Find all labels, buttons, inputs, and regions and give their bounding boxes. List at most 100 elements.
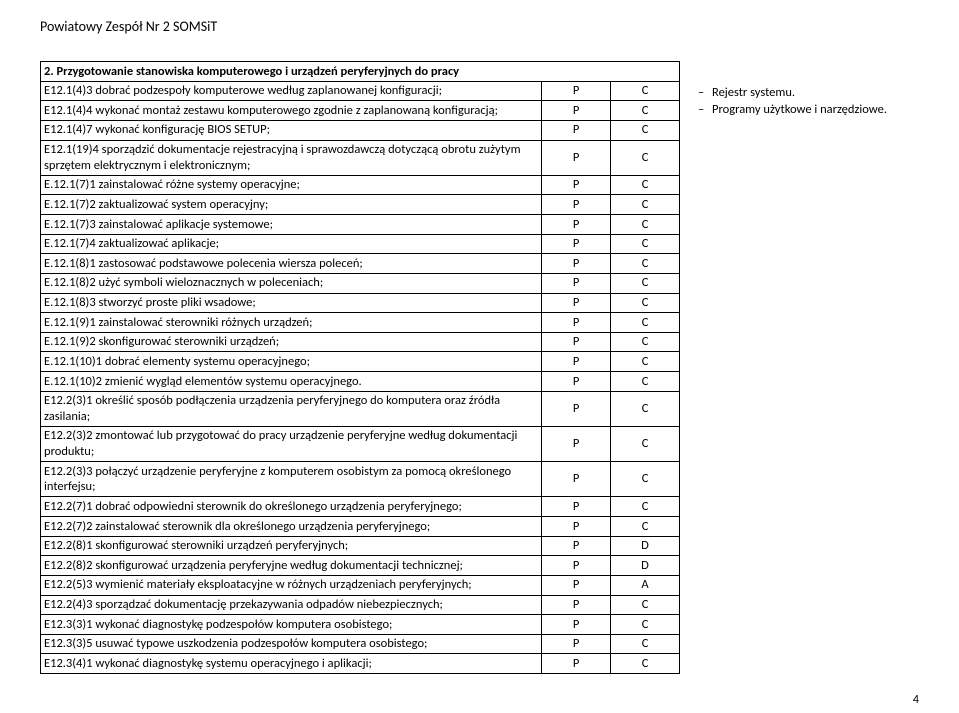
row-desc: E12.2(5)3 wymienić materiały eksploatacy… <box>41 575 542 595</box>
row-col-c: D <box>611 556 680 576</box>
row-desc: E12.2(3)1 określić sposób podłączenia ur… <box>41 391 542 426</box>
row-desc: E12.3(3)1 wykonać diagnostykę podzespołó… <box>41 615 542 635</box>
row-col-p: P <box>542 195 611 215</box>
row-col-p: P <box>542 536 611 556</box>
table-row: E12.2(4)3 sporządzać dokumentację przeka… <box>41 595 680 615</box>
row-col-c: C <box>611 654 680 674</box>
row-desc: E12.3(3)5 usuwać typowe uszkodzenia podz… <box>41 634 542 654</box>
row-col-c: C <box>611 293 680 313</box>
table-row: E.12.1(10)1 dobrać elementy systemu oper… <box>41 352 680 372</box>
row-col-p: P <box>542 215 611 235</box>
row-col-p: P <box>542 175 611 195</box>
row-col-c: C <box>611 352 680 372</box>
row-col-p: P <box>542 293 611 313</box>
row-desc: E12.1(4)4 wykonać montaż zestawu kompute… <box>41 101 542 121</box>
row-desc: E12.1(4)3 dobrać podzespoły komputerowe … <box>41 81 542 101</box>
table-row: E12.2(3)1 określić sposób podłączenia ur… <box>41 391 680 426</box>
row-col-c: C <box>611 426 680 461</box>
row-desc: E.12.1(7)3 zainstalować aplikacje system… <box>41 215 542 235</box>
row-desc: E12.1(19)4 sporządzić dokumentacje rejes… <box>41 140 542 175</box>
row-col-c: C <box>611 81 680 101</box>
dash-icon: – <box>698 85 712 102</box>
row-col-p: P <box>542 313 611 333</box>
row-desc: E.12.1(7)1 zainstalować różne systemy op… <box>41 175 542 195</box>
table-row: E.12.1(8)3 stworzyć proste pliki wsadowe… <box>41 293 680 313</box>
row-col-c: C <box>611 195 680 215</box>
section-title: 2. Przygotowanie stanowiska komputeroweg… <box>41 62 680 82</box>
table-row: E12.2(3)3 połączyć urządzenie peryferyjn… <box>41 462 680 497</box>
side-notes: –Rejestr systemu.–Programy użytkowe i na… <box>680 61 887 119</box>
row-col-p: P <box>542 234 611 254</box>
row-col-p: P <box>542 254 611 274</box>
row-col-p: P <box>542 556 611 576</box>
row-col-c: C <box>611 215 680 235</box>
row-desc: E.12.1(10)2 zmienić wygląd elementów sys… <box>41 372 542 392</box>
table-row: E12.2(3)2 zmontować lub przygotować do p… <box>41 426 680 461</box>
row-desc: E12.2(4)3 sporządzać dokumentację przeka… <box>41 595 542 615</box>
row-col-p: P <box>542 615 611 635</box>
row-desc: E12.2(8)2 skonfigurować urządzenia peryf… <box>41 556 542 576</box>
row-col-c: C <box>611 595 680 615</box>
row-col-c: D <box>611 536 680 556</box>
table-row: E12.3(4)1 wykonać diagnostykę systemu op… <box>41 654 680 674</box>
row-desc: E12.2(3)2 zmontować lub przygotować do p… <box>41 426 542 461</box>
row-col-p: P <box>542 595 611 615</box>
table-row: E.12.1(8)1 zastosować podstawowe polecen… <box>41 254 680 274</box>
row-desc: E.12.1(9)2 skonfigurować sterowniki urzą… <box>41 332 542 352</box>
table-row: E12.1(4)3 dobrać podzespoły komputerowe … <box>41 81 680 101</box>
side-note: –Programy użytkowe i narzędziowe. <box>698 102 887 119</box>
table-row: E12.1(4)4 wykonać montaż zestawu kompute… <box>41 101 680 121</box>
row-col-p: P <box>542 426 611 461</box>
row-col-p: P <box>542 654 611 674</box>
row-desc: E.12.1(10)1 dobrać elementy systemu oper… <box>41 352 542 372</box>
side-note-text: Programy użytkowe i narzędziowe. <box>712 102 887 117</box>
side-note: –Rejestr systemu. <box>698 85 887 102</box>
table-row: E.12.1(7)3 zainstalować aplikacje system… <box>41 215 680 235</box>
table-row: E.12.1(7)4 zaktualizować aplikacje;PC <box>41 234 680 254</box>
row-col-c: C <box>611 332 680 352</box>
row-desc: E.12.1(8)1 zastosować podstawowe polecen… <box>41 254 542 274</box>
row-col-p: P <box>542 372 611 392</box>
table-row: E12.2(7)1 dobrać odpowiedni sterownik do… <box>41 497 680 517</box>
row-col-c: A <box>611 575 680 595</box>
row-desc: E12.2(7)2 zainstalować sterownik dla okr… <box>41 517 542 537</box>
row-desc: E.12.1(8)2 użyć symboli wieloznacznych w… <box>41 273 542 293</box>
table-row: E12.2(8)1 skonfigurować sterowniki urząd… <box>41 536 680 556</box>
row-col-p: P <box>542 101 611 121</box>
main-table: 2. Przygotowanie stanowiska komputeroweg… <box>40 61 680 674</box>
row-desc: E.12.1(8)3 stworzyć proste pliki wsadowe… <box>41 293 542 313</box>
row-col-c: C <box>611 462 680 497</box>
table-row: E12.1(4)7 wykonać konfigurację BIOS SETU… <box>41 120 680 140</box>
row-col-c: C <box>611 175 680 195</box>
row-col-p: P <box>542 497 611 517</box>
table-row: E.12.1(9)1 zainstalować sterowniki różny… <box>41 313 680 333</box>
table-row: E12.3(3)5 usuwać typowe uszkodzenia podz… <box>41 634 680 654</box>
row-col-p: P <box>542 391 611 426</box>
row-col-c: C <box>611 634 680 654</box>
row-col-p: P <box>542 352 611 372</box>
row-col-c: C <box>611 372 680 392</box>
table-row: E12.2(8)2 skonfigurować urządzenia peryf… <box>41 556 680 576</box>
row-col-p: P <box>542 634 611 654</box>
row-col-c: C <box>611 497 680 517</box>
row-col-c: C <box>611 254 680 274</box>
row-col-p: P <box>542 332 611 352</box>
table-row: E.12.1(8)2 użyć symboli wieloznacznych w… <box>41 273 680 293</box>
row-col-p: P <box>542 575 611 595</box>
table-row: E.12.1(10)2 zmienić wygląd elementów sys… <box>41 372 680 392</box>
row-desc: E.12.1(7)2 zaktualizować system operacyj… <box>41 195 542 215</box>
row-desc: E12.2(7)1 dobrać odpowiedni sterownik do… <box>41 497 542 517</box>
row-col-c: C <box>611 391 680 426</box>
row-desc: E12.3(4)1 wykonać diagnostykę systemu op… <box>41 654 542 674</box>
row-col-c: C <box>611 615 680 635</box>
row-desc: E.12.1(9)1 zainstalować sterowniki różny… <box>41 313 542 333</box>
table-row: E12.2(7)2 zainstalować sterownik dla okr… <box>41 517 680 537</box>
table-row: E12.1(19)4 sporządzić dokumentacje rejes… <box>41 140 680 175</box>
row-col-c: C <box>611 517 680 537</box>
table-row: E.12.1(7)1 zainstalować różne systemy op… <box>41 175 680 195</box>
page-number: 4 <box>913 693 919 707</box>
table-row: E12.2(5)3 wymienić materiały eksploatacy… <box>41 575 680 595</box>
row-desc: E12.2(3)3 połączyć urządzenie peryferyjn… <box>41 462 542 497</box>
row-col-p: P <box>542 462 611 497</box>
page-header: Powiatowy Zespół Nr 2 SOMSiT <box>40 18 919 35</box>
